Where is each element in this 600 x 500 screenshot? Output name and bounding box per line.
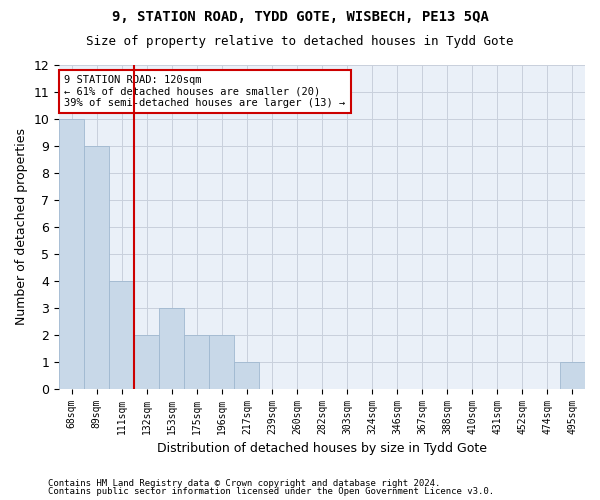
- Y-axis label: Number of detached properties: Number of detached properties: [15, 128, 28, 326]
- Bar: [160, 308, 184, 388]
- Bar: [84, 146, 109, 388]
- Bar: [134, 334, 160, 388]
- Text: Contains HM Land Registry data © Crown copyright and database right 2024.: Contains HM Land Registry data © Crown c…: [48, 478, 440, 488]
- Bar: [560, 362, 585, 388]
- Bar: [209, 334, 235, 388]
- Bar: [184, 334, 209, 388]
- X-axis label: Distribution of detached houses by size in Tydd Gote: Distribution of detached houses by size …: [157, 442, 487, 455]
- Text: 9, STATION ROAD, TYDD GOTE, WISBECH, PE13 5QA: 9, STATION ROAD, TYDD GOTE, WISBECH, PE1…: [112, 10, 488, 24]
- Bar: [109, 281, 134, 388]
- Text: Contains public sector information licensed under the Open Government Licence v3: Contains public sector information licen…: [48, 487, 494, 496]
- Text: 9 STATION ROAD: 120sqm
← 61% of detached houses are smaller (20)
39% of semi-det: 9 STATION ROAD: 120sqm ← 61% of detached…: [64, 74, 346, 108]
- Bar: [235, 362, 259, 388]
- Text: Size of property relative to detached houses in Tydd Gote: Size of property relative to detached ho…: [86, 35, 514, 48]
- Bar: [59, 119, 84, 388]
